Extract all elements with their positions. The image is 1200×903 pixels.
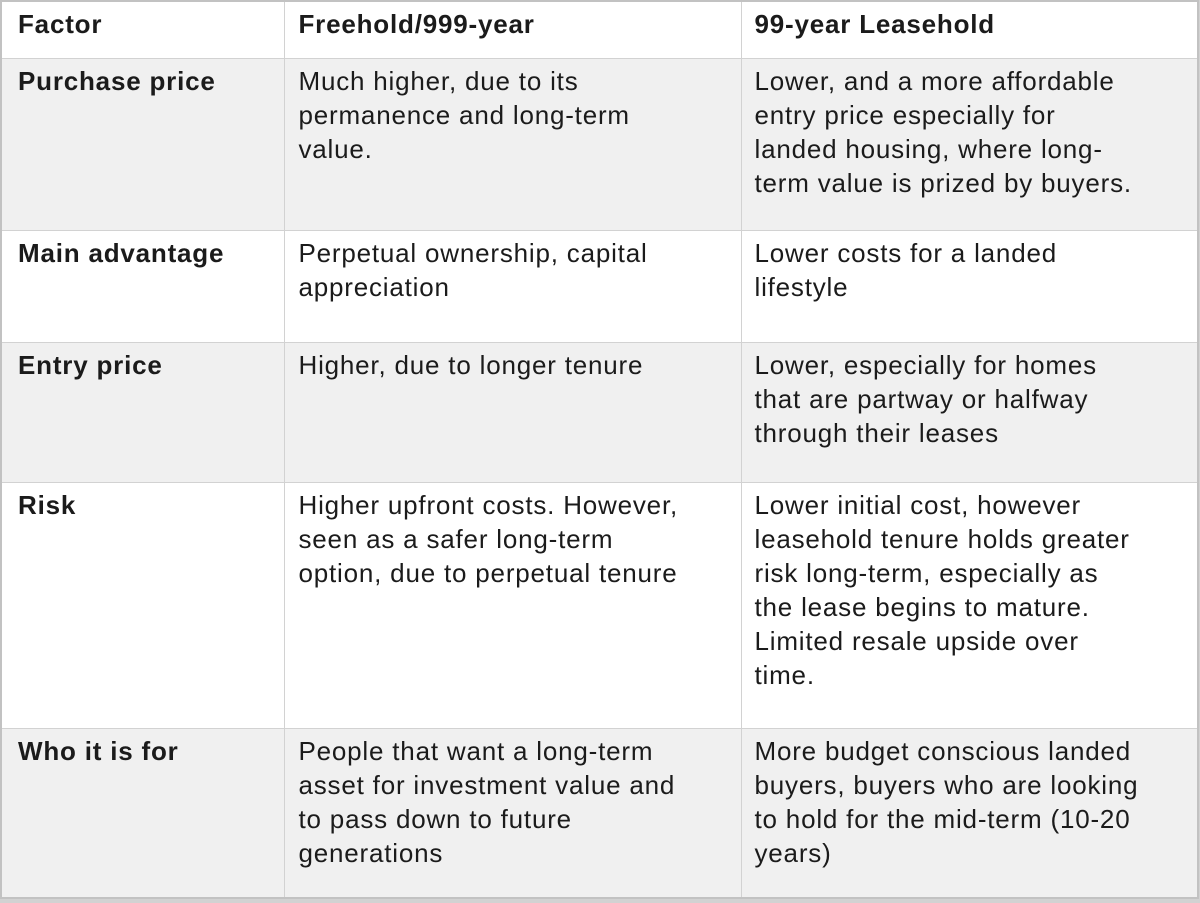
cell-leasehold: Lower, and a more affordable entry price… bbox=[740, 57, 1199, 231]
cell-leasehold: Lower initial cost, however leasehold te… bbox=[740, 481, 1199, 729]
row-label-cell: Who it is for bbox=[0, 727, 285, 899]
header-cell-freehold: Freehold/999-year bbox=[283, 0, 742, 59]
cell-leasehold: More budget conscious landed buyers, buy… bbox=[740, 727, 1199, 899]
table-row-purchase-price: Purchase price Much higher, due to its p… bbox=[0, 57, 1199, 231]
cell-freehold: Higher upfront costs. However, seen as a… bbox=[283, 481, 742, 729]
header-cell-factor: Factor bbox=[0, 0, 285, 59]
header-row: Factor Freehold/999-year 99-year Leaseho… bbox=[0, 0, 1199, 59]
cell-freehold: Much higher, due to its permanence and l… bbox=[283, 57, 742, 231]
cell-freehold: People that want a long-term asset for i… bbox=[283, 727, 742, 899]
table-row-risk: Risk Higher upfront costs. However, seen… bbox=[0, 481, 1199, 729]
cell-leasehold: Lower, especially for homes that are par… bbox=[740, 341, 1199, 483]
cell-leasehold: Lower costs for a landed lifestyle bbox=[740, 229, 1199, 343]
table-row-main-advantage: Main advantage Perpetual ownership, capi… bbox=[0, 229, 1199, 343]
cell-freehold: Perpetual ownership, capital appreciatio… bbox=[283, 229, 742, 343]
row-label-cell: Entry price bbox=[0, 341, 285, 483]
row-label-cell: Risk bbox=[0, 481, 285, 729]
table-row-who-it-is-for: Who it is for People that want a long-te… bbox=[0, 727, 1199, 899]
cell-freehold: Higher, due to longer tenure bbox=[283, 341, 742, 483]
table-row-entry-price: Entry price Higher, due to longer tenure… bbox=[0, 341, 1199, 483]
header-cell-leasehold: 99-year Leasehold bbox=[740, 0, 1199, 59]
row-label-cell: Main advantage bbox=[0, 229, 285, 343]
row-label-cell: Purchase price bbox=[0, 57, 285, 231]
